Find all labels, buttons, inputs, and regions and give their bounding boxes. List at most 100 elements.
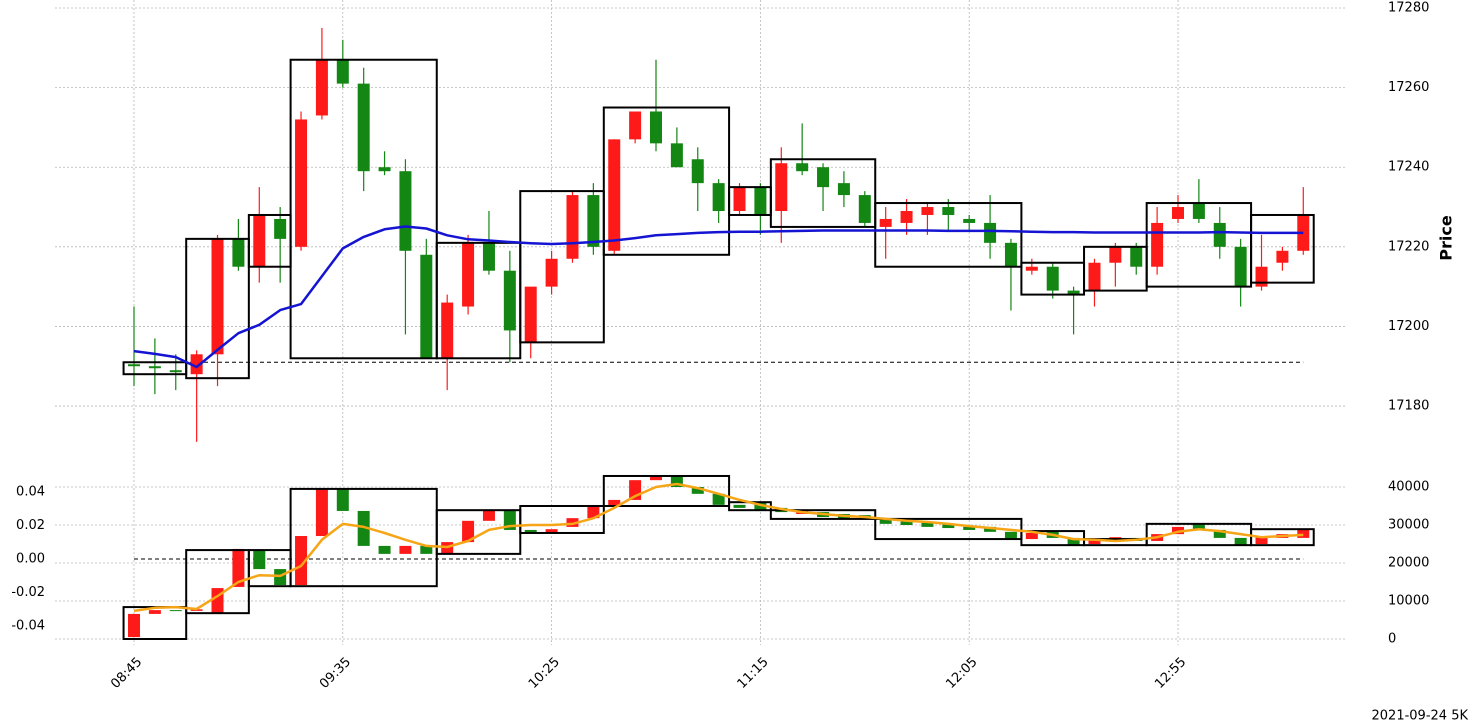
candle-body xyxy=(399,545,412,554)
candle-body xyxy=(503,510,516,530)
candle-body xyxy=(315,488,328,537)
candle-body xyxy=(1088,539,1101,545)
candle-body xyxy=(1172,526,1184,535)
candle-body xyxy=(1172,207,1184,219)
candle-body xyxy=(357,510,370,546)
candle-body xyxy=(1004,242,1017,267)
candle-body xyxy=(984,526,997,532)
y-tick-label: 17220 xyxy=(1388,239,1429,254)
y-tick-label: 17200 xyxy=(1388,319,1429,334)
range-box xyxy=(289,58,438,360)
candle-body xyxy=(1025,532,1038,540)
y-tick-label: 0 xyxy=(1388,631,1396,646)
candle-body xyxy=(1234,246,1247,287)
y-axis-title: Price xyxy=(1437,215,1456,261)
candle-body xyxy=(608,499,621,507)
candle-body xyxy=(566,518,579,527)
candle-body xyxy=(712,183,725,212)
candle-body xyxy=(1004,531,1017,540)
candle-body xyxy=(128,364,140,367)
candle-body xyxy=(1130,246,1143,267)
y-tick-label: 40000 xyxy=(1388,480,1429,495)
candle-body xyxy=(650,111,662,144)
candle-body xyxy=(837,183,850,196)
x-tick-label: 12:55 xyxy=(1152,655,1189,692)
candle-body xyxy=(1276,250,1289,263)
candle-body xyxy=(1151,222,1164,267)
candle-body xyxy=(608,139,621,251)
candle-body xyxy=(733,187,746,212)
candle-body xyxy=(232,238,245,267)
candle-body xyxy=(817,167,830,188)
candle-body xyxy=(315,59,328,116)
candle-body xyxy=(253,214,266,267)
candle-body xyxy=(1088,262,1101,291)
y2-tick-label: 0.04 xyxy=(16,484,45,499)
candle-body xyxy=(462,242,475,307)
x-tick-label: 10:25 xyxy=(526,655,563,692)
candle-body xyxy=(858,195,871,223)
candle-body xyxy=(503,270,516,331)
candle-body xyxy=(1297,529,1310,538)
x-tick-label: 11:15 xyxy=(735,655,772,692)
range-box xyxy=(1250,213,1315,284)
range-box xyxy=(519,505,605,534)
candle-body xyxy=(295,119,308,247)
candle-body xyxy=(879,218,892,227)
candle-body xyxy=(545,258,558,287)
candle-body xyxy=(921,521,934,527)
range-box xyxy=(874,202,1023,268)
candle-body xyxy=(378,545,391,554)
y2-tick-label: -0.02 xyxy=(11,585,45,600)
x-tick-label: 12:05 xyxy=(943,655,980,692)
candle-body xyxy=(462,520,475,543)
y-tick-label: 20000 xyxy=(1388,556,1429,571)
range-box xyxy=(874,517,1023,541)
range-box xyxy=(519,190,605,344)
candle-body xyxy=(420,545,433,554)
candle-body xyxy=(1046,266,1059,291)
y-tick-label: 17280 xyxy=(1388,1,1429,16)
candle-body xyxy=(566,195,579,259)
candle-body xyxy=(357,83,370,172)
candle-body xyxy=(754,502,767,511)
candle-body xyxy=(524,529,537,533)
candle-body xyxy=(169,370,182,373)
candle-body xyxy=(169,610,182,612)
y-tick-label: 30000 xyxy=(1388,518,1429,533)
candle-body xyxy=(378,167,391,172)
range-box xyxy=(602,106,731,256)
candle-body xyxy=(1255,536,1268,545)
candle-body xyxy=(900,211,913,223)
y-tick-label: 17240 xyxy=(1388,160,1429,175)
candle-body xyxy=(274,218,287,239)
candle-body xyxy=(336,488,349,511)
candle-body xyxy=(524,286,537,343)
candle-body xyxy=(733,504,746,508)
candle-body xyxy=(1067,290,1080,295)
candle-body xyxy=(775,163,788,212)
range-box xyxy=(185,237,250,380)
candle-body xyxy=(963,218,976,223)
candle-body xyxy=(1025,266,1038,271)
candle-body xyxy=(545,529,558,533)
candle-body xyxy=(879,518,892,524)
candle-body xyxy=(900,520,913,526)
candle-body xyxy=(754,187,767,215)
y-tick-label: 10000 xyxy=(1388,593,1429,608)
candle-body xyxy=(128,613,140,638)
candle-body xyxy=(482,510,495,521)
candle-body xyxy=(1109,246,1122,263)
candle-body xyxy=(190,354,203,375)
candle-body xyxy=(963,526,976,530)
moving-average-line xyxy=(133,482,1304,613)
candle-body xyxy=(691,159,704,184)
candle-body xyxy=(399,171,412,251)
candle-body xyxy=(1213,222,1226,247)
candle-body xyxy=(670,475,683,488)
candle-body xyxy=(712,493,725,505)
candle-body xyxy=(441,302,454,359)
y-tick-label: 17180 xyxy=(1388,399,1429,414)
candle-body xyxy=(650,475,662,481)
